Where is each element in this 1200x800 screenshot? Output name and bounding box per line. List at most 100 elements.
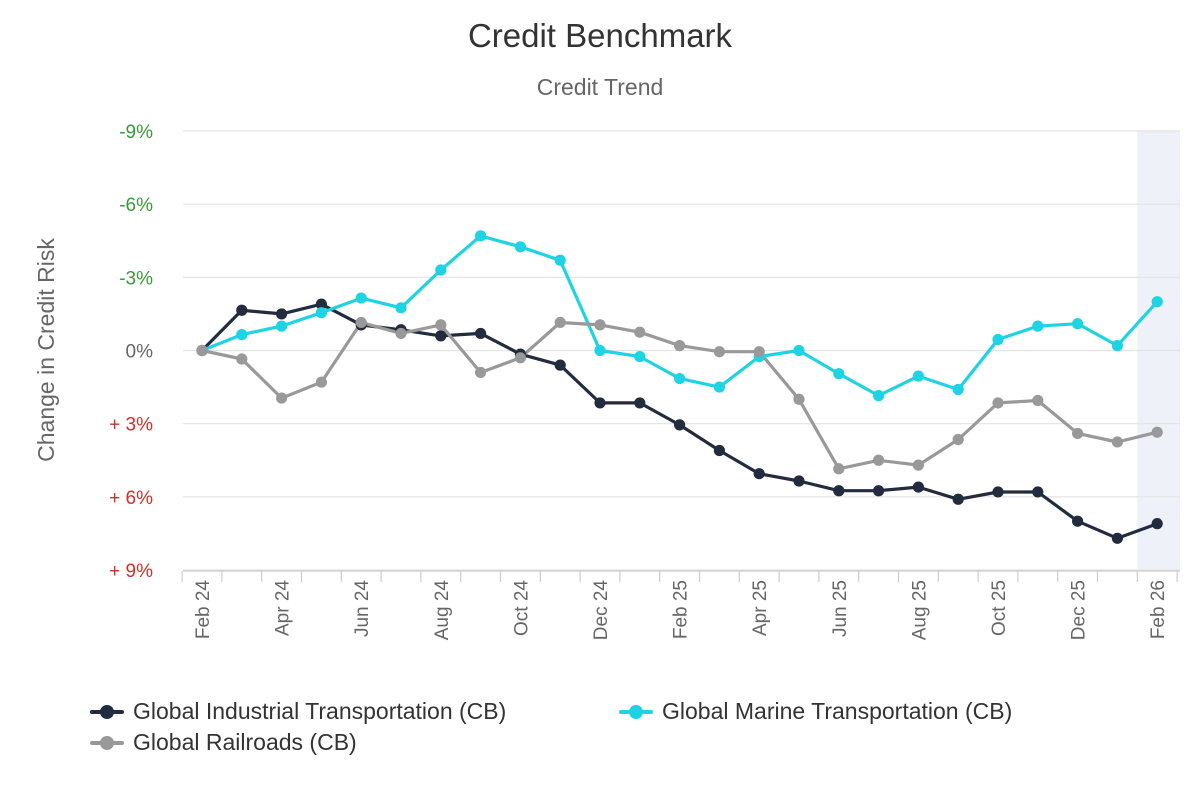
legend-item-marine-transportation[interactable]: Global Marine Transportation (CB) (619, 698, 1012, 725)
x-tick-label: Dec 25 (1069, 580, 1090, 640)
y-axis-labels: -9% -6% -3% 0% + 3% + 6% + 9% (109, 122, 153, 582)
x-tick-label: Oct 24 (511, 580, 532, 636)
data-point-global-railroads[interactable] (1072, 427, 1084, 440)
data-point-global-railroads[interactable] (236, 353, 248, 365)
data-point-global-marine-transportation[interactable] (475, 230, 487, 242)
data-point-global-railroads[interactable] (315, 376, 327, 388)
data-point-global-industrial-transportation[interactable] (753, 468, 765, 480)
data-point-global-industrial-transportation[interactable] (873, 485, 885, 497)
data-point-global-marine-transportation[interactable] (395, 302, 407, 314)
data-point-global-railroads[interactable] (1151, 426, 1163, 438)
data-point-global-industrial-transportation[interactable] (236, 304, 248, 316)
data-point-global-railroads[interactable] (196, 344, 208, 357)
data-point-global-railroads[interactable] (435, 319, 447, 331)
data-point-global-industrial-transportation[interactable] (315, 298, 327, 310)
data-point-global-railroads[interactable] (594, 319, 606, 331)
x-tick-label: Dec 24 (591, 580, 612, 641)
data-point-global-industrial-transportation[interactable] (554, 359, 566, 371)
data-point-global-railroads[interactable] (674, 340, 686, 352)
data-point-global-marine-transportation[interactable] (793, 344, 805, 357)
data-point-global-industrial-transportation[interactable] (793, 475, 805, 487)
data-point-global-marine-transportation[interactable] (912, 370, 925, 382)
legend-marker-icon (90, 734, 124, 752)
data-point-global-railroads[interactable] (276, 392, 288, 404)
y-tick-label: + 6% (109, 488, 153, 509)
data-point-global-industrial-transportation[interactable] (1151, 518, 1163, 530)
data-point-global-marine-transportation[interactable] (713, 381, 726, 393)
data-point-global-railroads[interactable] (833, 463, 845, 475)
data-point-global-industrial-transportation[interactable] (435, 330, 447, 342)
data-point-global-industrial-transportation[interactable] (952, 493, 964, 505)
data-point-global-industrial-transportation[interactable] (634, 397, 646, 409)
gridlines (183, 130, 1180, 571)
data-point-global-railroads[interactable] (992, 397, 1004, 409)
data-point-global-industrial-transportation[interactable] (674, 419, 686, 431)
data-point-global-railroads[interactable] (912, 459, 925, 471)
x-tick-label: Feb 24 (193, 580, 214, 640)
y-tick-label: + 3% (109, 415, 153, 436)
data-point-global-industrial-transportation[interactable] (1072, 515, 1084, 527)
data-point-global-marine-transportation[interactable] (355, 292, 367, 304)
data-point-global-industrial-transportation[interactable] (833, 485, 845, 497)
data-point-global-railroads[interactable] (554, 316, 566, 329)
series-points (196, 230, 1163, 544)
legend-item-railroads[interactable]: Global Railroads (CB) (90, 729, 357, 756)
data-point-global-industrial-transportation[interactable] (276, 308, 288, 320)
data-point-global-railroads[interactable] (634, 326, 646, 338)
data-point-global-marine-transportation[interactable] (634, 350, 646, 363)
data-point-global-railroads[interactable] (952, 433, 964, 446)
legend-marker-icon (90, 703, 124, 721)
y-axis-title: Change in Credit Risk (33, 238, 59, 462)
legend-item-industrial-transportation[interactable]: Global Industrial Transportation (CB) (90, 698, 506, 725)
legend-marker-icon (619, 703, 653, 721)
data-point-global-railroads[interactable] (753, 346, 765, 358)
data-point-global-marine-transportation[interactable] (952, 383, 964, 396)
data-point-global-railroads[interactable] (713, 346, 726, 358)
data-point-global-railroads[interactable] (1111, 436, 1123, 448)
data-point-global-industrial-transportation[interactable] (992, 486, 1004, 498)
data-point-global-marine-transportation[interactable] (1072, 318, 1084, 330)
data-point-global-marine-transportation[interactable] (315, 307, 327, 319)
x-axis: Feb 24 Apr 24 Jun 24 Aug 24 Oct 24 Dec 24 Feb … (181, 570, 1180, 641)
data-point-global-marine-transportation[interactable] (873, 390, 885, 402)
x-tick-label: Aug 24 (432, 580, 453, 641)
data-point-global-industrial-transportation[interactable] (1111, 532, 1123, 544)
x-tick-label: Feb 25 (671, 580, 692, 639)
x-tick-label: Jun 24 (352, 580, 373, 637)
series-lines (200, 234, 1159, 540)
data-point-global-railroads[interactable] (355, 316, 367, 329)
data-point-global-industrial-transportation[interactable] (713, 444, 726, 457)
data-point-global-marine-transportation[interactable] (1151, 296, 1163, 308)
legend-label: Global Railroads (CB) (133, 729, 357, 755)
data-point-global-railroads[interactable] (514, 352, 527, 364)
data-point-global-railroads[interactable] (1032, 394, 1044, 407)
y-tick-label: -6% (119, 195, 153, 216)
data-point-global-railroads[interactable] (873, 454, 885, 466)
data-point-global-marine-transportation[interactable] (1111, 340, 1123, 352)
legend-label: Global Industrial Transportation (CB) (133, 698, 507, 724)
data-point-global-railroads[interactable] (475, 366, 487, 379)
data-point-global-industrial-transportation[interactable] (594, 397, 606, 409)
y-tick-label: -3% (119, 268, 153, 289)
chart-subtitle: Credit Trend (537, 74, 664, 100)
data-point-global-marine-transportation[interactable] (554, 254, 566, 266)
data-point-global-marine-transportation[interactable] (1032, 320, 1044, 332)
x-tick-label: Feb 26 (1148, 580, 1169, 639)
data-point-global-marine-transportation[interactable] (833, 368, 845, 380)
data-point-global-marine-transportation[interactable] (435, 264, 447, 276)
x-tick-label: Aug 25 (909, 580, 930, 640)
data-point-global-industrial-transportation[interactable] (1032, 486, 1044, 498)
data-point-global-marine-transportation[interactable] (276, 320, 288, 332)
y-tick-label: 0% (126, 342, 154, 363)
data-point-global-marine-transportation[interactable] (236, 329, 248, 341)
data-point-global-marine-transportation[interactable] (674, 372, 686, 385)
data-point-global-industrial-transportation[interactable] (912, 481, 925, 493)
data-point-global-marine-transportation[interactable] (594, 344, 606, 357)
x-tick-label: Apr 24 (273, 580, 294, 636)
data-point-global-railroads[interactable] (395, 327, 407, 340)
x-tick-label: Apr 25 (750, 580, 771, 636)
data-point-global-marine-transportation[interactable] (992, 333, 1004, 346)
data-point-global-marine-transportation[interactable] (514, 241, 527, 253)
data-point-global-industrial-transportation[interactable] (475, 327, 487, 340)
data-point-global-railroads[interactable] (793, 393, 805, 405)
